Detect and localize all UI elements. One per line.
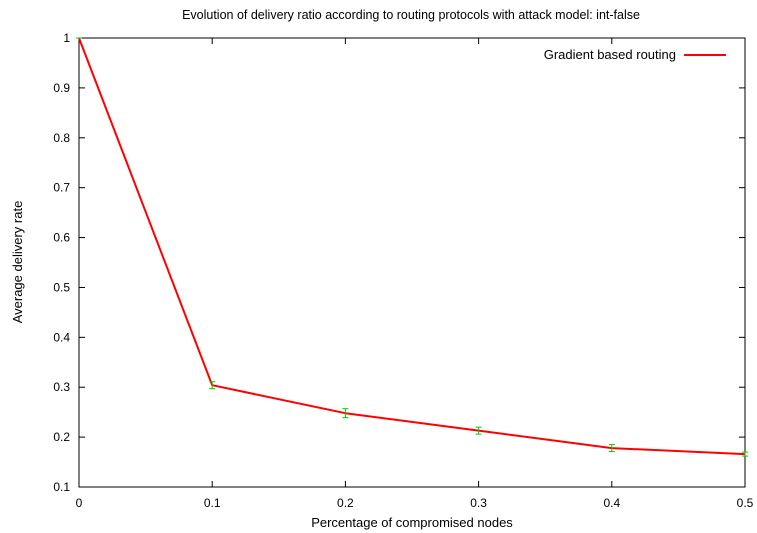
y-tick-label: 0.9 [53, 81, 70, 95]
y-tick-label: 0.1 [53, 480, 70, 494]
legend: Gradient based routing [544, 47, 726, 62]
y-tick-label: 0.6 [53, 231, 70, 245]
error-bar [342, 408, 349, 419]
y-tick-label: 0.7 [53, 181, 70, 195]
error-bar [608, 444, 615, 453]
series-layer [78, 37, 746, 456]
x-tick-label: 0.5 [737, 496, 754, 510]
x-tick-label: 0.1 [204, 496, 221, 510]
y-tick-label: 0.4 [53, 330, 70, 344]
error-bar [209, 381, 216, 390]
x-tick-labels: 0 0.1 0.2 0.3 0.4 0.5 [76, 496, 754, 510]
y-tick-label: 0.3 [53, 380, 70, 394]
y-tick-label: 1 [63, 31, 70, 45]
y-tick-label: 0.2 [53, 430, 70, 444]
x-axis-label: Percentage of compromised nodes [311, 515, 513, 530]
axis-ticks [78, 37, 746, 488]
legend-label: Gradient based routing [544, 47, 676, 62]
x-tick-label: 0 [76, 496, 83, 510]
error-bar [742, 451, 748, 457]
y-tick-labels: 0.1 0.2 0.3 0.4 0.5 0.6 0.7 0.8 0.9 1 [53, 31, 70, 494]
error-bars [76, 37, 748, 457]
series-line [78, 37, 746, 456]
x-tick-label: 0.4 [603, 496, 620, 510]
chart-title: Evolution of delivery ratio according to… [182, 8, 640, 22]
y-axis-label: Average delivery rate [10, 201, 25, 324]
x-tick-label: 0.3 [470, 496, 487, 510]
plot-area-frame [78, 37, 746, 488]
y-tick-label: 0.8 [53, 131, 70, 145]
y-tick-label: 0.5 [53, 280, 70, 294]
x-tick-label: 0.2 [337, 496, 354, 510]
error-bar [475, 426, 482, 435]
